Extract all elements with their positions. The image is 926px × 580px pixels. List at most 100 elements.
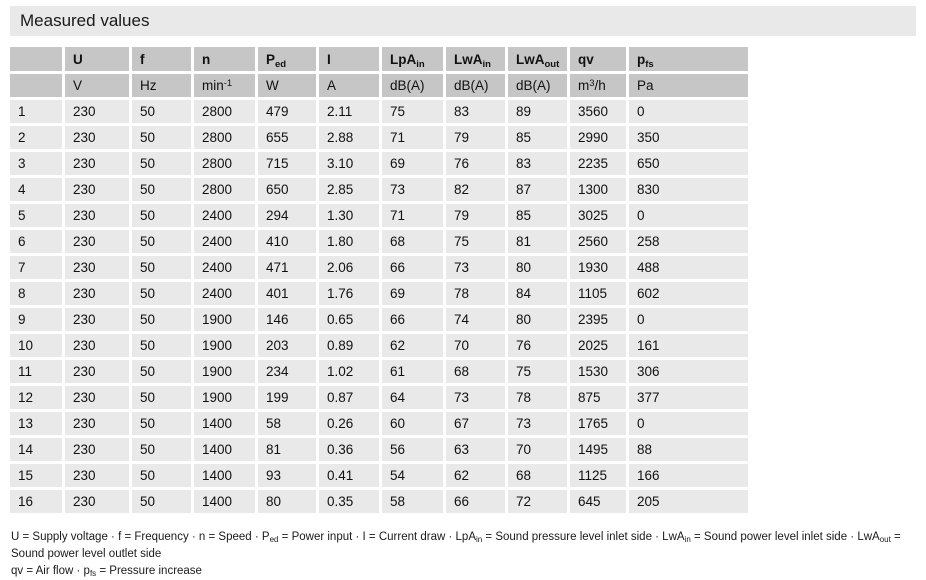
- cell-n: 1900: [194, 386, 255, 409]
- cell-qv: 3025: [570, 204, 626, 227]
- cell-qv: 2025: [570, 334, 626, 357]
- cell-U: 230: [65, 490, 129, 513]
- column-unit-I: A: [319, 74, 379, 97]
- cell-LwAout: 73: [508, 412, 567, 435]
- cell-Ped: 401: [258, 282, 316, 305]
- cell-n: 2800: [194, 126, 255, 149]
- page-title: Measured values: [20, 11, 150, 30]
- column-unit-row-number: [10, 74, 62, 97]
- cell-LwAout: 83: [508, 152, 567, 175]
- cell-LpAin: 61: [382, 360, 443, 383]
- cell-row-number: 5: [10, 204, 62, 227]
- cell-LpAin: 71: [382, 126, 443, 149]
- cell-row-number: 9: [10, 308, 62, 331]
- cell-I: 3.10: [319, 152, 379, 175]
- cell-n: 1400: [194, 464, 255, 487]
- cell-I: 0.41: [319, 464, 379, 487]
- cell-LwAin: 73: [446, 386, 505, 409]
- cell-LpAin: 66: [382, 256, 443, 279]
- column-unit-qv: m3/h: [570, 74, 626, 97]
- cell-row-number: 15: [10, 464, 62, 487]
- cell-LwAout: 85: [508, 204, 567, 227]
- cell-qv: 2235: [570, 152, 626, 175]
- cell-row-number: 4: [10, 178, 62, 201]
- cell-Ped: 199: [258, 386, 316, 409]
- cell-n: 1900: [194, 334, 255, 357]
- column-header-LwAout: LwAout: [508, 47, 567, 71]
- cell-qv: 645: [570, 490, 626, 513]
- cell-row-number: 11: [10, 360, 62, 383]
- cell-pfs: 350: [629, 126, 748, 149]
- cell-I: 1.02: [319, 360, 379, 383]
- cell-qv: 1765: [570, 412, 626, 435]
- cell-f: 50: [132, 204, 191, 227]
- cell-U: 230: [65, 100, 129, 123]
- cell-I: 0.87: [319, 386, 379, 409]
- cell-I: 2.06: [319, 256, 379, 279]
- cell-f: 50: [132, 412, 191, 435]
- cell-U: 230: [65, 334, 129, 357]
- column-unit-LwAout: dB(A): [508, 74, 567, 97]
- cell-U: 230: [65, 360, 129, 383]
- table-row-6: 6 230 50 2400 410 1.80 68 75 81 2560 258: [10, 230, 748, 253]
- cell-Ped: 650: [258, 178, 316, 201]
- cell-U: 230: [65, 152, 129, 175]
- cell-LwAin: 75: [446, 230, 505, 253]
- column-header-U: U: [65, 47, 129, 71]
- cell-row-number: 13: [10, 412, 62, 435]
- cell-n: 2400: [194, 230, 255, 253]
- cell-n: 1900: [194, 360, 255, 383]
- cell-U: 230: [65, 308, 129, 331]
- cell-I: 1.76: [319, 282, 379, 305]
- cell-n: 1900: [194, 308, 255, 331]
- cell-I: 1.30: [319, 204, 379, 227]
- cell-LwAout: 75: [508, 360, 567, 383]
- cell-row-number: 2: [10, 126, 62, 149]
- cell-f: 50: [132, 490, 191, 513]
- cell-f: 50: [132, 308, 191, 331]
- column-unit-LpAin: dB(A): [382, 74, 443, 97]
- cell-LwAin: 63: [446, 438, 505, 461]
- column-header-I: I: [319, 47, 379, 71]
- cell-Ped: 81: [258, 438, 316, 461]
- legend: U = Supply voltage · f = Frequency · n =…: [11, 529, 921, 580]
- cell-pfs: 488: [629, 256, 748, 279]
- cell-LwAin: 67: [446, 412, 505, 435]
- cell-Ped: 234: [258, 360, 316, 383]
- cell-LwAout: 76: [508, 334, 567, 357]
- cell-row-number: 16: [10, 490, 62, 513]
- cell-f: 50: [132, 178, 191, 201]
- cell-I: 0.36: [319, 438, 379, 461]
- cell-LwAin: 78: [446, 282, 505, 305]
- cell-row-number: 14: [10, 438, 62, 461]
- cell-f: 50: [132, 282, 191, 305]
- cell-row-number: 7: [10, 256, 62, 279]
- cell-I: 2.85: [319, 178, 379, 201]
- cell-LwAin: 74: [446, 308, 505, 331]
- column-unit-Ped: W: [258, 74, 316, 97]
- cell-Ped: 471: [258, 256, 316, 279]
- cell-LpAin: 62: [382, 334, 443, 357]
- cell-I: 1.80: [319, 230, 379, 253]
- table-row-14: 14 230 50 1400 81 0.36 56 63 70 1495 88: [10, 438, 748, 461]
- table-row-16: 16 230 50 1400 80 0.35 58 66 72 645 205: [10, 490, 748, 513]
- cell-LwAout: 89: [508, 100, 567, 123]
- cell-qv: 2395: [570, 308, 626, 331]
- cell-n: 2800: [194, 100, 255, 123]
- cell-Ped: 146: [258, 308, 316, 331]
- table-row-10: 10 230 50 1900 203 0.89 62 70 76 2025 161: [10, 334, 748, 357]
- cell-f: 50: [132, 360, 191, 383]
- cell-LwAin: 79: [446, 126, 505, 149]
- cell-I: 2.88: [319, 126, 379, 149]
- cell-qv: 2990: [570, 126, 626, 149]
- table-row-13: 13 230 50 1400 58 0.26 60 67 73 1765 0: [10, 412, 748, 435]
- column-header-row-number: [10, 47, 62, 71]
- cell-LpAin: 60: [382, 412, 443, 435]
- cell-Ped: 294: [258, 204, 316, 227]
- table-row-4: 4 230 50 2800 650 2.85 73 82 87 1300 830: [10, 178, 748, 201]
- cell-U: 230: [65, 126, 129, 149]
- cell-qv: 1530: [570, 360, 626, 383]
- cell-n: 2800: [194, 152, 255, 175]
- cell-pfs: 161: [629, 334, 748, 357]
- column-unit-pfs: Pa: [629, 74, 748, 97]
